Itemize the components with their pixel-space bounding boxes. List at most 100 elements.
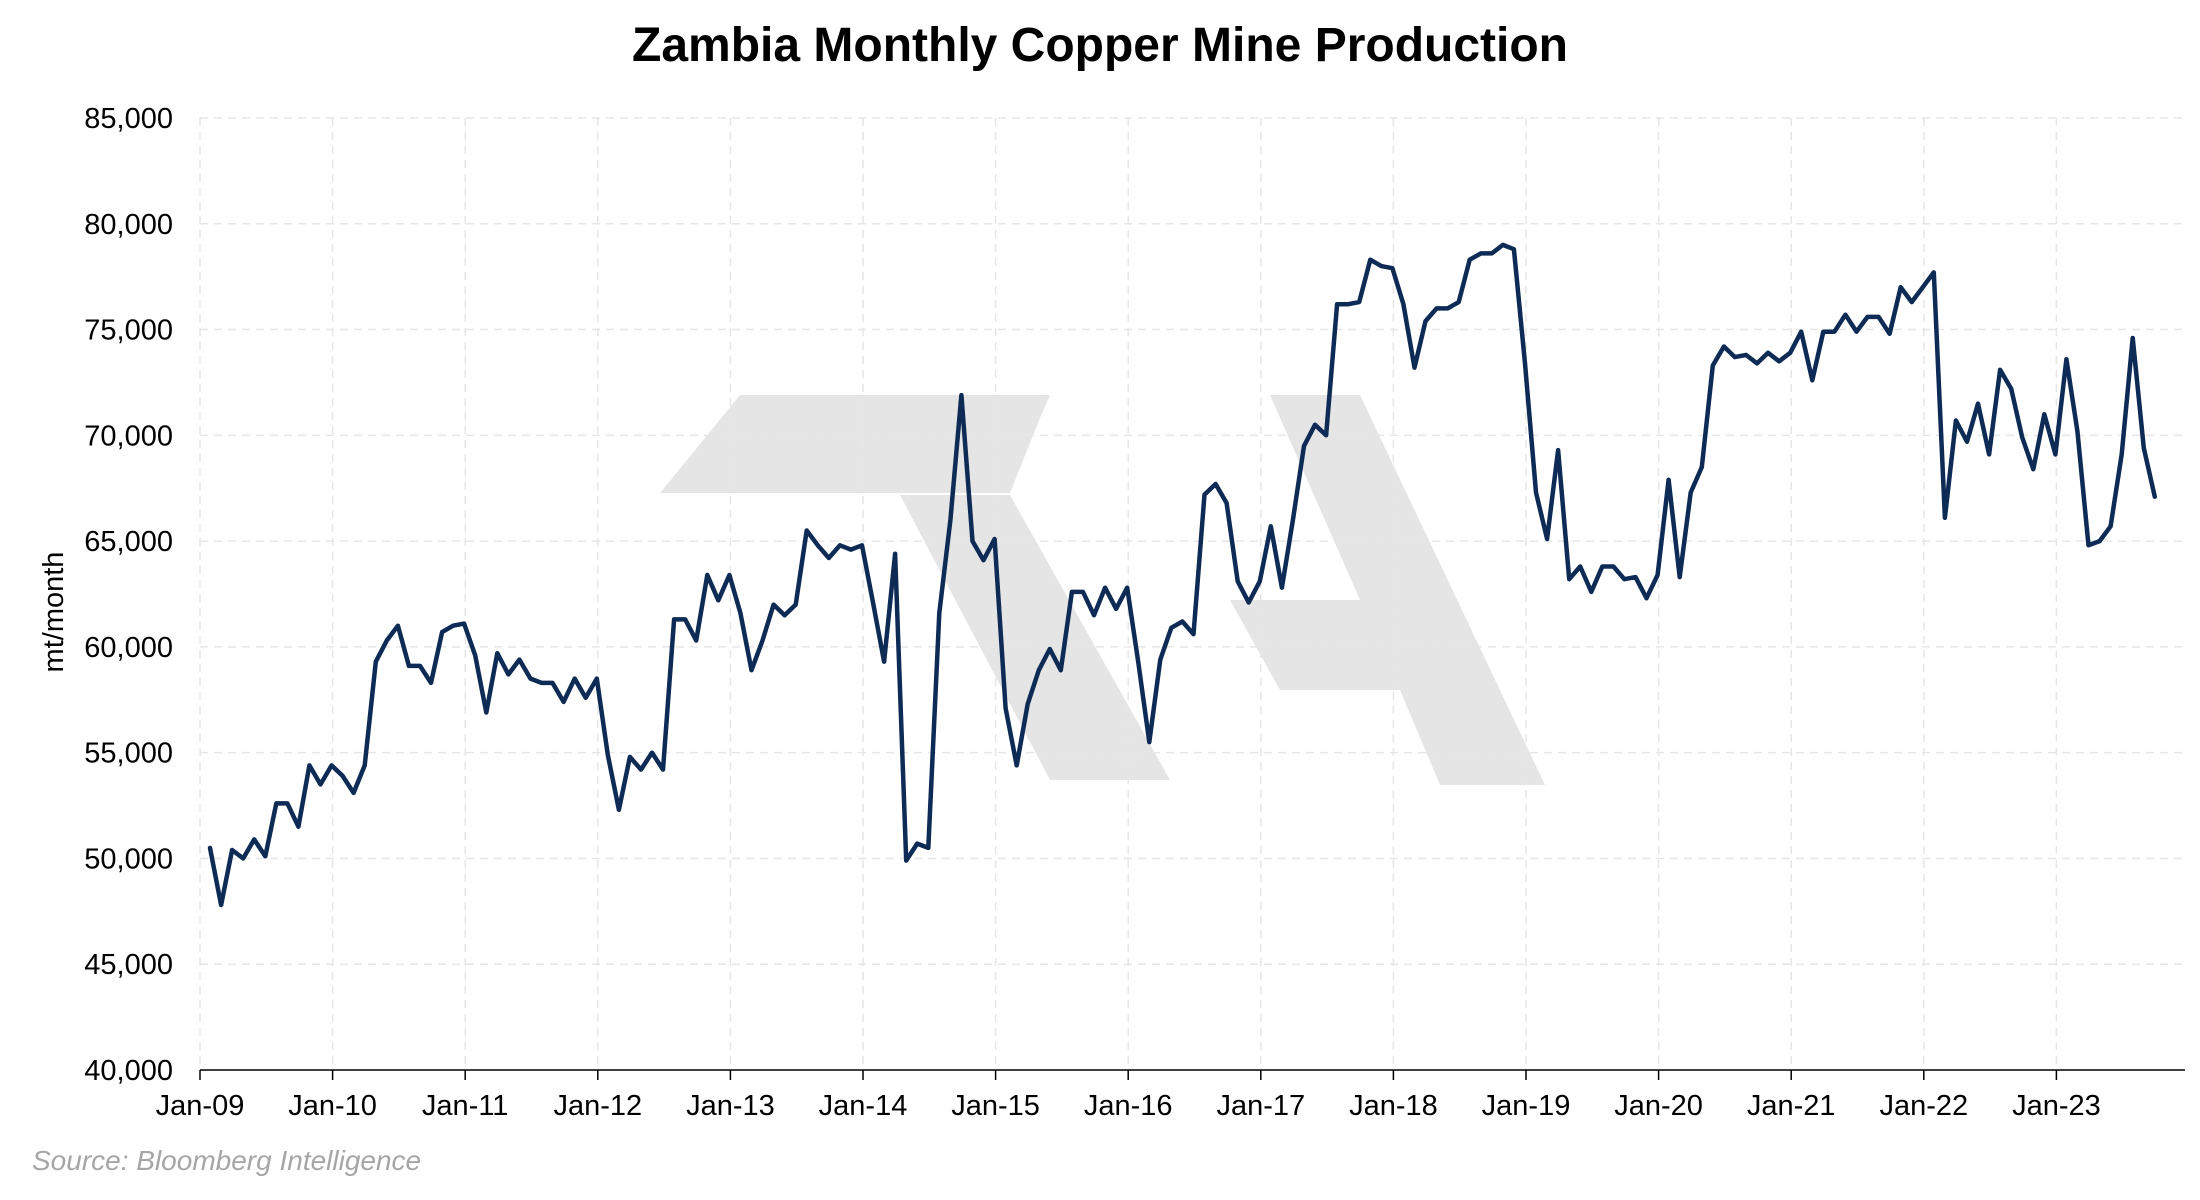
data-point — [661, 768, 665, 772]
data-point — [1899, 285, 1903, 289]
y-tick-label: 80,000 — [84, 209, 173, 241]
data-point — [761, 639, 764, 642]
data-point — [429, 681, 433, 685]
source-note: Source: Bloomberg Intelligence — [32, 1145, 422, 1176]
data-point — [1335, 302, 1339, 306]
data-point — [1866, 315, 1869, 319]
data-point — [1015, 763, 1019, 767]
data-point — [860, 543, 864, 547]
y-tick-label: 40,000 — [84, 1055, 173, 1087]
data-point — [1236, 579, 1240, 583]
data-point — [1413, 366, 1416, 370]
x-tick-label: Jan-09 — [156, 1090, 245, 1122]
data-point — [1357, 300, 1361, 304]
x-tick-label: Jan-21 — [1747, 1090, 1836, 1122]
data-point — [1578, 565, 1582, 568]
data-point — [374, 660, 378, 664]
data-point — [1755, 361, 1759, 365]
y-tick-label: 55,000 — [84, 738, 173, 770]
data-point — [827, 556, 831, 560]
data-point — [1523, 361, 1527, 365]
data-point — [1534, 491, 1538, 494]
data-point — [1401, 302, 1405, 306]
data-point — [1799, 330, 1803, 334]
watermark-logo — [660, 395, 1545, 785]
data-point — [2020, 435, 2024, 439]
data-point — [418, 664, 422, 668]
data-point — [1589, 590, 1593, 594]
data-point — [307, 763, 311, 767]
x-tick-label: Jan-19 — [1482, 1090, 1571, 1122]
data-point — [1214, 482, 1218, 486]
y-tick-label: 70,000 — [84, 420, 173, 452]
data-point — [1556, 448, 1560, 452]
data-point — [650, 751, 654, 755]
data-point — [694, 639, 698, 642]
data-point — [838, 543, 842, 547]
data-point — [1656, 573, 1660, 577]
data-point — [1390, 266, 1394, 270]
data-point — [1611, 565, 1615, 568]
data-point — [1247, 601, 1251, 604]
data-point — [2042, 412, 2046, 416]
data-point — [1877, 315, 1881, 319]
data-point — [1700, 465, 1704, 469]
data-point — [727, 573, 731, 577]
data-point — [750, 668, 753, 672]
data-point — [1446, 306, 1450, 310]
x-axis-ticks: Jan-09 Jan-10 Jan-11 Jan-12 Jan-13 Jan-14 Jan-… — [156, 1070, 2101, 1122]
data-point — [1103, 586, 1107, 590]
data-point — [926, 846, 930, 850]
data-point — [440, 630, 444, 634]
data-point — [252, 837, 256, 841]
data-point — [738, 611, 742, 615]
data-point — [1457, 300, 1461, 304]
data-point — [1048, 647, 1052, 651]
watermark-a — [1230, 395, 1545, 785]
data-point — [2031, 467, 2035, 471]
data-point — [1136, 660, 1140, 664]
data-point — [1490, 251, 1494, 255]
data-point — [529, 677, 532, 681]
data-point — [794, 603, 798, 607]
data-point — [562, 700, 566, 704]
data-point — [1832, 330, 1836, 334]
data-point — [506, 672, 510, 676]
y-tick-label: 65,000 — [84, 526, 173, 558]
data-point — [2053, 452, 2057, 456]
x-tick-label: Jan-11 — [422, 1090, 509, 1122]
y-axis-title: mt/month — [38, 552, 70, 673]
data-point — [915, 842, 919, 846]
data-point — [1379, 264, 1383, 268]
data-point — [959, 393, 963, 397]
data-point — [2109, 524, 2113, 528]
data-point — [2120, 452, 2124, 456]
data-point — [1147, 740, 1151, 744]
data-point — [2098, 539, 2102, 543]
data-point — [1280, 586, 1284, 590]
data-point — [517, 658, 521, 662]
data-point — [473, 653, 477, 657]
data-point — [2075, 429, 2079, 433]
x-tick-label: Jan-23 — [2012, 1090, 2101, 1122]
data-point — [2131, 336, 2135, 340]
data-point — [1910, 300, 1914, 304]
x-tick-label: Jan-10 — [288, 1090, 377, 1122]
data-point — [1567, 577, 1571, 581]
data-point — [904, 859, 908, 863]
data-point — [772, 603, 776, 607]
data-point — [1810, 378, 1814, 382]
x-tick-label: Jan-22 — [1879, 1090, 1968, 1122]
data-point — [982, 558, 985, 562]
x-tick-label: Jan-20 — [1614, 1090, 1703, 1122]
data-point — [1037, 668, 1041, 672]
data-point — [462, 622, 466, 626]
data-point — [1634, 575, 1637, 579]
data-point — [330, 763, 334, 767]
data-point — [971, 539, 974, 543]
data-point — [495, 651, 499, 655]
data-point — [1667, 478, 1671, 482]
data-point — [263, 854, 267, 858]
data-point — [783, 613, 787, 617]
data-point — [1368, 258, 1372, 262]
